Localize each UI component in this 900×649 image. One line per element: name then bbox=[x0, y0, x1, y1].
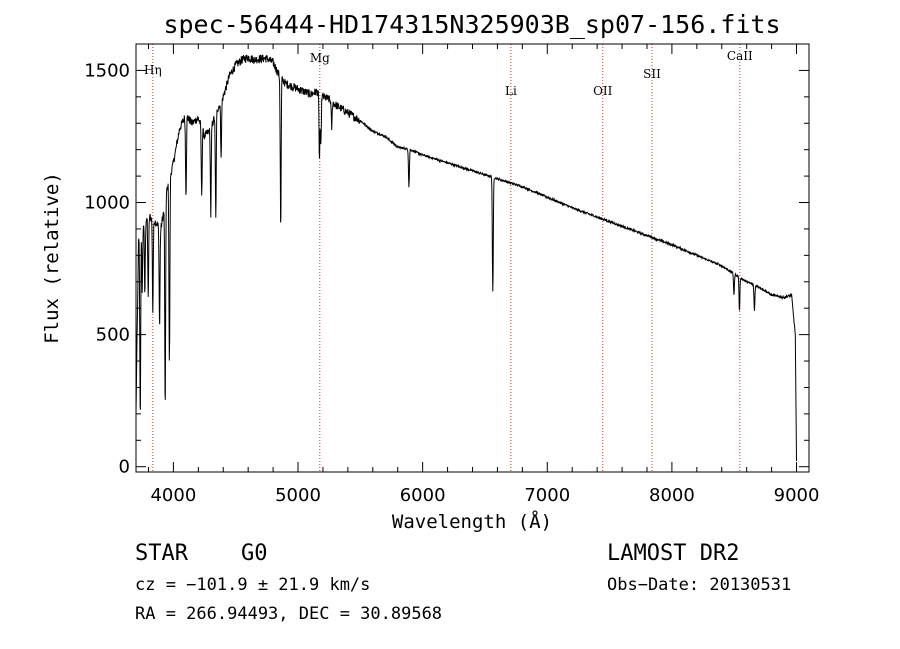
spectral-line-label: OII bbox=[593, 84, 613, 98]
y-tick-label: 1000 bbox=[84, 193, 130, 214]
plot-frame bbox=[135, 43, 810, 473]
y-tick-label: 0 bbox=[119, 457, 130, 478]
x-tick-label: 4000 bbox=[150, 485, 196, 506]
x-tick-label: 7000 bbox=[524, 485, 570, 506]
redshift-text: cz = −101.9 ± 21.9 km/s bbox=[135, 575, 371, 595]
y-tick-label: 500 bbox=[96, 325, 130, 346]
object-subclass: G0 bbox=[241, 541, 268, 566]
x-axis-label: Wavelength (Å) bbox=[392, 510, 552, 533]
x-tick-label: 9000 bbox=[774, 485, 820, 506]
spectral-line-label: Mg bbox=[310, 51, 330, 65]
axis-ticks: 4000 5000 6000 7000 8000 9000 0 500 1000 1500 bbox=[84, 44, 819, 506]
obs-date-text: Obs−Date: 20130531 bbox=[607, 575, 792, 595]
y-axis-label: Flux (relative) bbox=[41, 172, 63, 344]
coordinates-text: RA = 266.94493, DEC = 30.89568 bbox=[135, 604, 443, 624]
x-tick-label: 8000 bbox=[649, 485, 695, 506]
x-tick-label: 6000 bbox=[400, 485, 446, 506]
spectrum-group bbox=[135, 54, 797, 462]
spectral-line-label: Li bbox=[505, 84, 517, 98]
survey-name: LAMOST DR2 bbox=[607, 541, 740, 566]
chart-title: spec-56444-HD174315N325903B_sp07-156.fit… bbox=[163, 10, 780, 39]
spectral-line-label: SII bbox=[643, 67, 661, 81]
y-tick-label: 1500 bbox=[84, 60, 130, 81]
x-tick-label: 5000 bbox=[275, 485, 321, 506]
spectral-line-markers: Hη Mg Li OII SII CaII bbox=[144, 44, 753, 472]
spectrum-line bbox=[135, 54, 797, 462]
spectral-line-label: Hη bbox=[144, 63, 162, 77]
object-class: STAR bbox=[135, 541, 188, 566]
spectral-line-label: CaII bbox=[727, 49, 753, 63]
